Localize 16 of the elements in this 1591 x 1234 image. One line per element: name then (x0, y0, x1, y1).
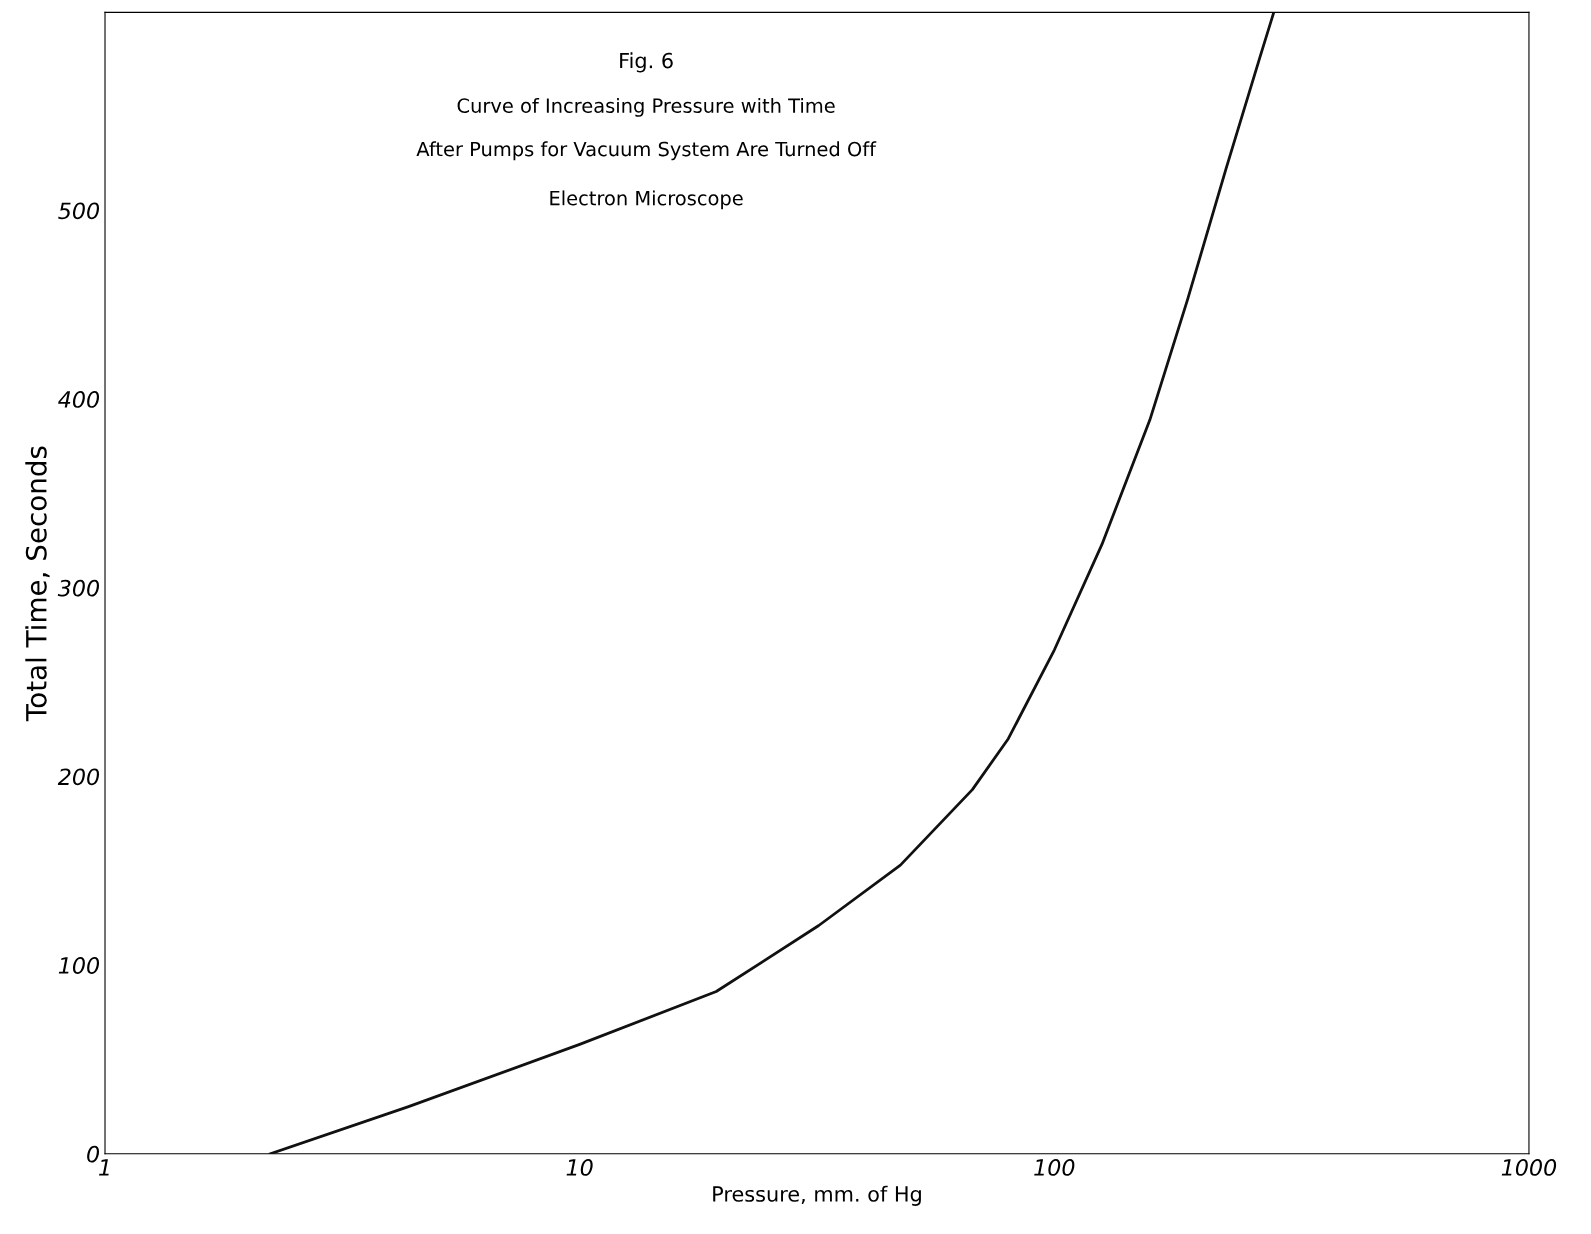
y-tick-label: 0 (87, 1145, 100, 1163)
text: Curve of Increasing Pressure with Time (457, 97, 835, 117)
annotation: Electron Microscope (550, 190, 743, 210)
x-tick-label: 100 (1034, 1159, 1075, 1176)
text: After Pumps for Vacuum System Are Turned Off (416, 141, 877, 161)
y-tick-label: 200 (57, 768, 100, 786)
text: Fig. 6 (620, 52, 673, 73)
y-axis-title: Total Time, Seconds (25, 446, 50, 722)
y-tick-label: 400 (58, 391, 100, 408)
x-tick-label: 10 (566, 1159, 593, 1176)
x-tick-label: 1 (99, 1159, 109, 1176)
y-tick-label: 100 (58, 957, 100, 974)
y-tick-label: 300 (57, 579, 100, 597)
x-axis-title: Pressure, mm. of Hg (713, 1185, 921, 1206)
x-tick-label: 1000 (1501, 1159, 1557, 1176)
y-tick-label: 500 (58, 202, 100, 220)
